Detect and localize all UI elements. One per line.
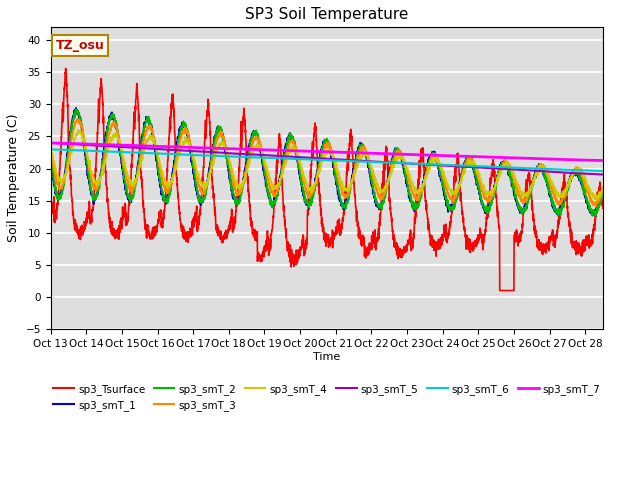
sp3_smT_2 xyxy=(554,213,562,219)
Line: sp3_Tsurface: sp3_Tsurface xyxy=(51,69,603,290)
sp3_smT_7 xyxy=(109,142,117,148)
sp3_smT_7 xyxy=(599,157,607,163)
sp3_Tsurface xyxy=(47,217,54,223)
Title: SP3 Soil Temperature: SP3 Soil Temperature xyxy=(245,7,408,22)
sp3_smT_7 xyxy=(529,156,536,161)
Line: sp3_smT_5: sp3_smT_5 xyxy=(51,143,603,175)
sp3_smT_2 xyxy=(283,143,291,149)
sp3_smT_5 xyxy=(588,171,596,177)
Line: sp3_smT_7: sp3_smT_7 xyxy=(51,143,603,160)
sp3_smT_1 xyxy=(143,117,150,122)
sp3_Tsurface xyxy=(589,240,596,246)
sp3_smT_6 xyxy=(47,147,54,153)
sp3_smT_4 xyxy=(143,139,150,145)
sp3_smT_4 xyxy=(47,143,54,149)
sp3_smT_1 xyxy=(47,157,54,163)
sp3_smT_1 xyxy=(110,116,118,121)
sp3_smT_5 xyxy=(109,144,117,149)
sp3_Tsurface xyxy=(599,205,607,211)
sp3_Tsurface xyxy=(529,217,537,223)
sp3_smT_4 xyxy=(529,179,537,185)
sp3_smT_4 xyxy=(74,127,82,132)
sp3_smT_5 xyxy=(282,154,290,159)
Line: sp3_smT_2: sp3_smT_2 xyxy=(51,109,603,216)
sp3_smT_1 xyxy=(72,105,80,111)
sp3_smT_5 xyxy=(143,145,150,151)
sp3_smT_3 xyxy=(589,198,596,204)
sp3_smT_6 xyxy=(282,156,290,161)
sp3_smT_3 xyxy=(283,149,291,155)
sp3_smT_3 xyxy=(259,152,266,158)
sp3_smT_3 xyxy=(599,189,607,195)
sp3_smT_1 xyxy=(589,211,596,216)
sp3_smT_4 xyxy=(110,133,118,139)
sp3_smT_7 xyxy=(47,140,54,146)
Y-axis label: Soil Temperature (C): Soil Temperature (C) xyxy=(7,114,20,242)
sp3_smT_5 xyxy=(47,140,54,146)
sp3_smT_6 xyxy=(599,168,607,174)
sp3_smT_2 xyxy=(599,192,607,197)
sp3_smT_4 xyxy=(283,156,291,161)
Line: sp3_smT_3: sp3_smT_3 xyxy=(51,119,603,207)
sp3_Tsurface xyxy=(143,235,150,241)
sp3_smT_1 xyxy=(259,162,266,168)
Line: sp3_smT_6: sp3_smT_6 xyxy=(51,150,603,171)
sp3_smT_3 xyxy=(529,182,537,188)
sp3_smT_4 xyxy=(599,188,607,194)
sp3_smT_3 xyxy=(74,116,81,122)
sp3_Tsurface xyxy=(496,288,504,293)
sp3_smT_1 xyxy=(283,142,291,147)
sp3_smT_7 xyxy=(143,143,150,149)
sp3_smT_1 xyxy=(591,213,598,219)
X-axis label: Time: Time xyxy=(313,351,340,361)
Text: TZ_osu: TZ_osu xyxy=(56,39,105,52)
sp3_smT_6 xyxy=(588,168,596,174)
sp3_smT_2 xyxy=(110,112,118,118)
sp3_smT_3 xyxy=(592,204,600,210)
sp3_smT_2 xyxy=(143,118,150,123)
Legend: sp3_Tsurface, sp3_smT_1, sp3_smT_2, sp3_smT_3, sp3_smT_4, sp3_smT_5, sp3_smT_6, : sp3_Tsurface, sp3_smT_1, sp3_smT_2, sp3_… xyxy=(49,380,605,415)
sp3_smT_4 xyxy=(589,190,596,196)
sp3_smT_5 xyxy=(259,152,266,158)
sp3_smT_5 xyxy=(599,172,607,178)
sp3_smT_6 xyxy=(529,166,536,171)
sp3_smT_6 xyxy=(259,155,266,160)
sp3_smT_3 xyxy=(143,129,150,135)
sp3_smT_4 xyxy=(259,152,266,157)
Line: sp3_smT_1: sp3_smT_1 xyxy=(51,108,603,216)
sp3_smT_7 xyxy=(588,157,596,163)
sp3_smT_4 xyxy=(591,197,599,203)
sp3_smT_7 xyxy=(282,148,290,154)
sp3_smT_6 xyxy=(109,149,117,155)
sp3_smT_2 xyxy=(259,158,266,164)
sp3_smT_3 xyxy=(47,142,54,147)
sp3_smT_7 xyxy=(259,147,266,153)
sp3_smT_2 xyxy=(589,207,596,213)
sp3_smT_2 xyxy=(47,151,54,156)
sp3_Tsurface xyxy=(259,249,266,254)
sp3_Tsurface xyxy=(110,226,118,231)
sp3_smT_2 xyxy=(529,180,537,186)
sp3_Tsurface xyxy=(62,66,70,72)
sp3_Tsurface xyxy=(283,238,291,243)
sp3_smT_3 xyxy=(110,119,118,125)
sp3_smT_1 xyxy=(529,179,537,184)
Line: sp3_smT_4: sp3_smT_4 xyxy=(51,130,603,200)
sp3_smT_5 xyxy=(529,168,536,174)
sp3_smT_6 xyxy=(143,150,150,156)
sp3_smT_2 xyxy=(72,107,80,112)
sp3_smT_1 xyxy=(599,188,607,193)
